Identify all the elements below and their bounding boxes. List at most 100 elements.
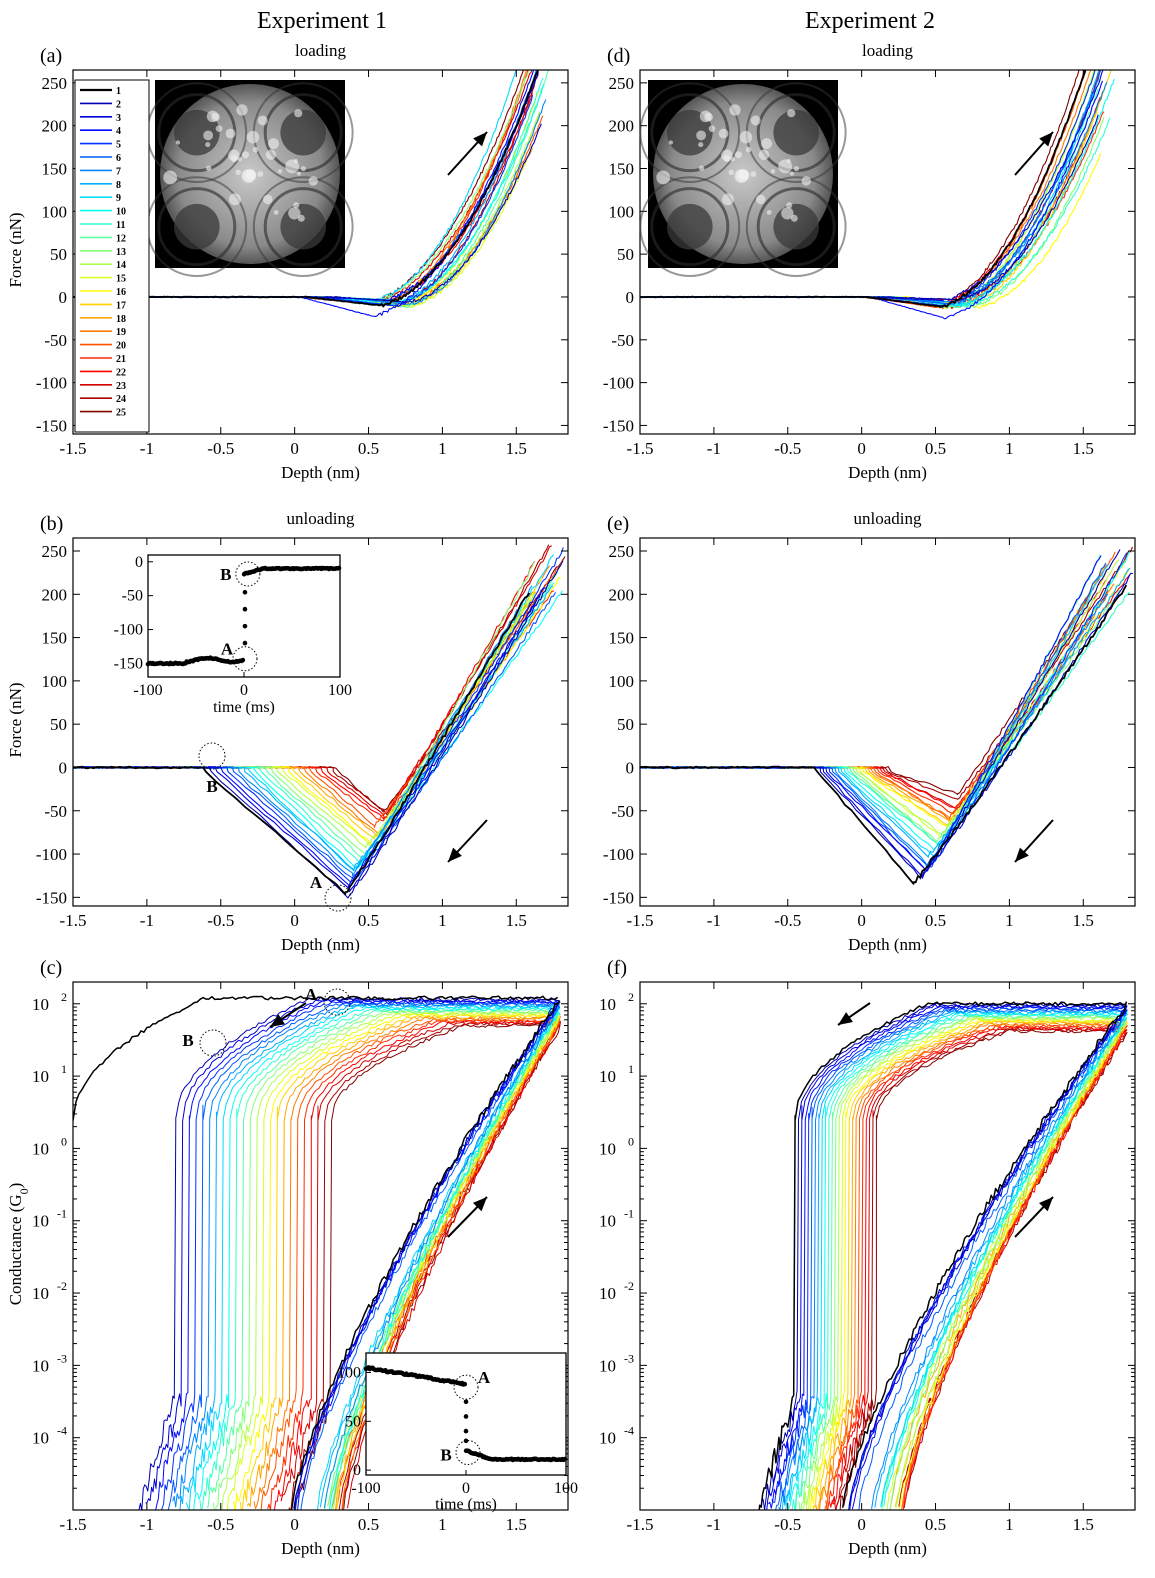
series-group bbox=[73, 995, 562, 1510]
fim-ring bbox=[745, 176, 847, 278]
fim-ring bbox=[756, 187, 836, 267]
y-tick-label: 250 bbox=[609, 542, 635, 561]
inset-point bbox=[240, 657, 246, 663]
y-tick-label: -100 bbox=[603, 374, 634, 393]
approach-conductance-curve bbox=[889, 1023, 1128, 1510]
y-tick-label: 10 bbox=[599, 1067, 616, 1086]
x-axis-label: Depth (nm) bbox=[848, 1539, 927, 1558]
fim-spot bbox=[698, 141, 704, 148]
inset-point bbox=[463, 1428, 469, 1434]
legend-label: 3 bbox=[116, 113, 121, 124]
fim-spot bbox=[300, 166, 306, 172]
fim-spot bbox=[175, 140, 181, 145]
panel-e-frame bbox=[639, 537, 1136, 907]
approach-conductance-curve bbox=[319, 1005, 561, 1508]
inset-x-axis-label: time (ms) bbox=[213, 699, 275, 716]
inset-point bbox=[463, 1399, 469, 1405]
panel-d-frame bbox=[639, 69, 1136, 435]
x-tick-label: -1 bbox=[707, 1515, 721, 1534]
y-tick-label: 250 bbox=[609, 74, 635, 93]
y-tick-label: 0 bbox=[626, 288, 635, 307]
y-tick-exponent: -2 bbox=[57, 1279, 67, 1293]
fim-spot bbox=[734, 151, 743, 159]
y-tick-label: 10 bbox=[599, 1284, 616, 1303]
fim-spot bbox=[236, 104, 248, 116]
y-tick-label: 50 bbox=[617, 245, 634, 264]
panel-title: unloading bbox=[854, 509, 922, 528]
approach-conductance-curve bbox=[293, 1001, 561, 1510]
y-tick-label: 200 bbox=[42, 585, 68, 604]
legend-label: 24 bbox=[116, 394, 126, 405]
y-tick-label: -50 bbox=[611, 331, 634, 350]
legend-label: 21 bbox=[116, 354, 126, 365]
legend-label: 18 bbox=[116, 314, 126, 325]
series-group bbox=[758, 1001, 1129, 1510]
fim-spot bbox=[718, 128, 729, 139]
x-tick-label: 0.5 bbox=[925, 1515, 946, 1534]
retract-conductance-curve bbox=[835, 1027, 1128, 1508]
unloading-curve bbox=[640, 589, 1121, 844]
retract-conductance-curve bbox=[145, 998, 558, 1504]
unloading-curve bbox=[640, 560, 1126, 839]
x-tick-label: -1.5 bbox=[60, 1515, 87, 1534]
inset-y-tick-label: -150 bbox=[114, 655, 143, 672]
legend-label: 25 bbox=[116, 408, 126, 419]
x-axis-label: Depth (nm) bbox=[848, 935, 927, 954]
unloading-curve bbox=[640, 562, 1107, 868]
legend: 1234567891011121314151617181920212223242… bbox=[74, 79, 150, 433]
y-tick-label: 10 bbox=[32, 1212, 49, 1231]
panel-f-axes: -1.5 -1 -0.5 0 0.5 1 1.5 10 2 10 1 10 0 10 -1 10 -2 10 -3 1… bbox=[599, 981, 1136, 1534]
retract-conductance-curve bbox=[294, 1023, 560, 1510]
y-tick-exponent: 1 bbox=[61, 1062, 67, 1076]
fim-spot bbox=[297, 214, 305, 222]
fim-spot bbox=[728, 169, 734, 176]
fim-spot bbox=[308, 176, 318, 186]
y-tick-label: 10 bbox=[32, 1356, 49, 1375]
approach-conductance-curve bbox=[886, 1023, 1127, 1510]
y-tick-label: 10 bbox=[599, 995, 616, 1014]
x-tick-label: 0 bbox=[290, 911, 299, 930]
y-tick-exponent: -2 bbox=[624, 1279, 634, 1293]
inset-point bbox=[242, 623, 248, 629]
approach-direction-arrow-head bbox=[1039, 1197, 1053, 1212]
legend-label: 1 bbox=[116, 86, 121, 97]
y-tick-label: -50 bbox=[44, 802, 67, 821]
fim-ring bbox=[639, 176, 741, 278]
fim-spot bbox=[793, 166, 799, 172]
y-tick-label: 10 bbox=[599, 1139, 616, 1158]
column-header-1: Experiment 1 bbox=[257, 8, 387, 34]
retract-conductance-curve bbox=[815, 1020, 1128, 1510]
legend-label: 13 bbox=[116, 247, 126, 258]
x-tick-label: 1 bbox=[438, 439, 447, 458]
x-tick-label: 0 bbox=[857, 911, 866, 930]
fim-spot bbox=[252, 146, 259, 153]
retract-conductance-curve bbox=[221, 1010, 559, 1510]
fim-image-experiment-1 bbox=[146, 80, 354, 278]
approach-conductance-curve bbox=[323, 1003, 560, 1509]
approach-conductance-curve bbox=[871, 1014, 1127, 1510]
fim-spot bbox=[750, 171, 757, 177]
y-tick-label: 150 bbox=[609, 159, 635, 178]
unloading-direction-arrow-head bbox=[1015, 847, 1029, 862]
x-tick-label: -1.5 bbox=[60, 911, 87, 930]
fim-spot bbox=[241, 151, 250, 159]
y-tick-label: 250 bbox=[42, 74, 68, 93]
fim-pole bbox=[773, 203, 819, 250]
marker-b-circle bbox=[198, 742, 226, 770]
fim-spot bbox=[228, 193, 241, 206]
y-tick-label: 10 bbox=[599, 1212, 616, 1231]
fim-spot bbox=[745, 146, 752, 153]
x-tick-label: -1 bbox=[140, 1515, 154, 1534]
fim-spot bbox=[293, 202, 300, 209]
y-tick-label: 10 bbox=[32, 1429, 49, 1448]
x-tick-label: -1.5 bbox=[627, 1515, 654, 1534]
fim-spot bbox=[698, 165, 705, 171]
series-group bbox=[640, 70, 1115, 320]
y-tick-label: 10 bbox=[32, 1067, 49, 1086]
y-tick-label: 10 bbox=[32, 1139, 49, 1158]
inset-y-tick-label: 100 bbox=[337, 1365, 361, 1382]
y-tick-label: 200 bbox=[42, 117, 68, 136]
retract-conductance-curve bbox=[280, 1021, 561, 1502]
